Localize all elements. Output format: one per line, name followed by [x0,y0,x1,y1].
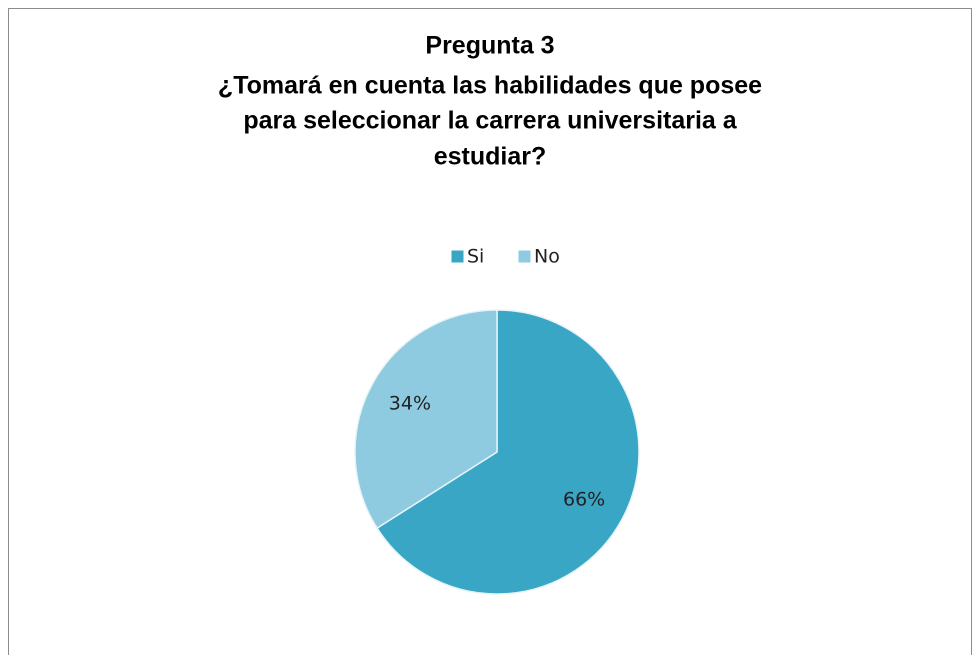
legend-label: Si [467,246,484,268]
data-label: 66% [563,488,605,510]
legend-swatch [517,249,532,264]
pie-slice [354,309,498,530]
data-label: 34% [389,393,431,415]
chart-title: Pregunta 3 [425,32,554,60]
legend-label: No [534,246,560,268]
pie-slice [376,309,640,595]
chart-title: estudiar? [434,143,547,171]
chart-title: para seleccionar la carrera universitari… [243,107,737,135]
legend-swatch [450,249,465,264]
chart-title: ¿Tomará en cuenta las habilidades que po… [218,72,762,100]
